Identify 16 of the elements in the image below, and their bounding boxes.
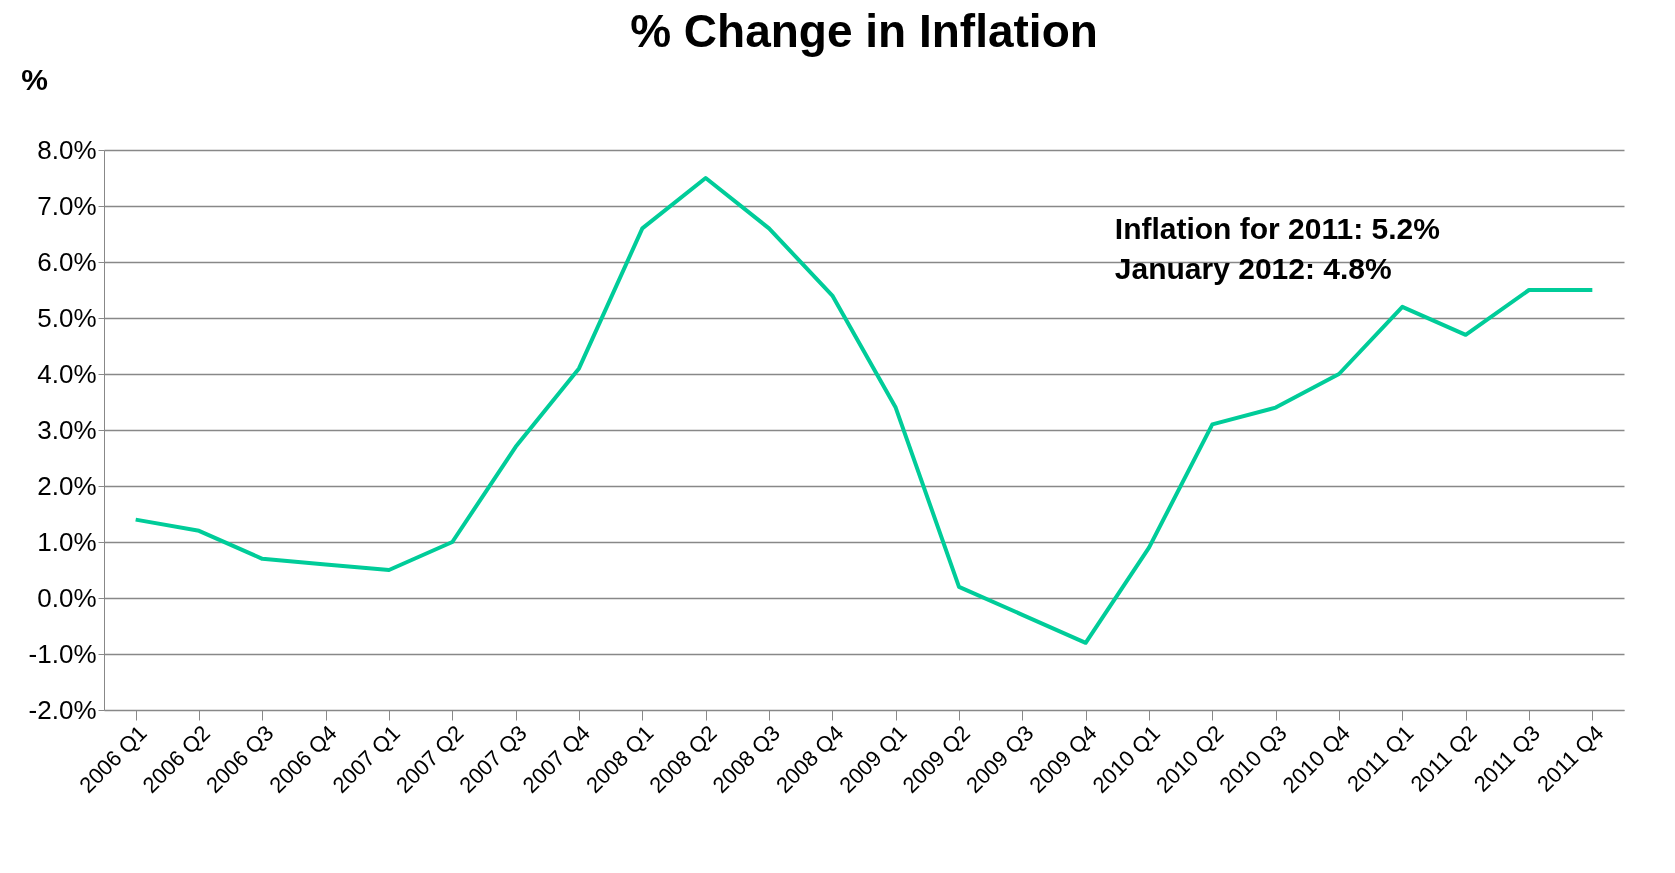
chart-title: % Change in Inflation [630, 5, 1098, 57]
y-tick-label: 3.0% [37, 414, 97, 445]
annotation: Inflation for 2011: 5.2% [1114, 212, 1440, 245]
y-tick-label: 7.0% [37, 190, 97, 221]
line-series [133, 176, 1595, 645]
y-tick-label: 2.0% [37, 470, 97, 501]
y-tick-label: 1.0% [37, 526, 97, 557]
annotation: January 2012: 4.8% [1114, 252, 1392, 285]
y-tick-label: 6.0% [37, 246, 97, 277]
y-tick-label: 4.0% [37, 358, 97, 389]
y-tick-label: -1.0% [28, 638, 97, 669]
y-tick-label: 5.0% [37, 302, 97, 333]
y-tick-label: -2.0% [28, 694, 97, 725]
y-axis-title: % [21, 62, 48, 96]
y-tick-label: 8.0% [37, 134, 97, 165]
y-tick-label: 0.0% [37, 582, 97, 613]
